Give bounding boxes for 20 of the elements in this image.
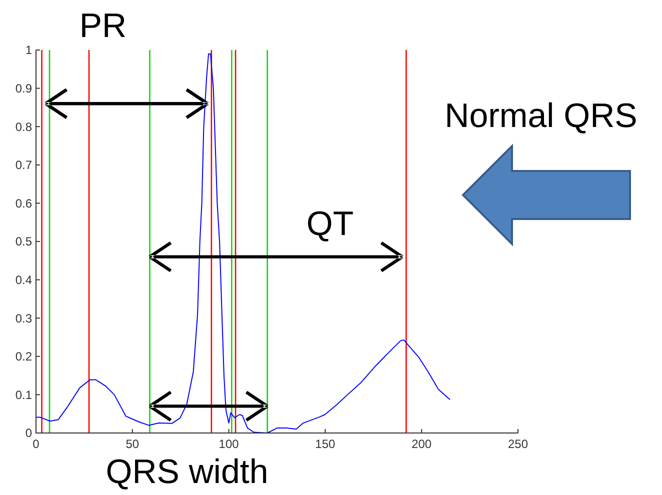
y-tick-label: 0 <box>25 426 32 440</box>
x-tick-label: 100 <box>218 437 240 451</box>
text: PR <box>79 7 127 45</box>
x-tick-label: 150 <box>315 437 336 451</box>
y-tick-label: 0.3 <box>15 311 32 326</box>
y-tick-label: 0.9 <box>15 82 32 96</box>
y-tick-label: 0.6 <box>15 196 32 210</box>
x-tick-label: 50 <box>126 437 140 451</box>
y-tick-label: 0.4 <box>15 273 32 287</box>
y-tick-label: 0.5 <box>15 234 32 249</box>
y-tick-label: 0.8 <box>15 120 32 134</box>
y-tick-label: 1 <box>25 43 32 58</box>
x-tick-label: 250 <box>508 437 528 451</box>
annotation: QT <box>306 205 354 243</box>
text: QRS width <box>106 453 268 491</box>
x-tick-label: 200 <box>412 437 432 451</box>
y-tick-label: 0.7 <box>15 158 32 172</box>
y-tick-label: 0.2 <box>15 350 32 364</box>
annotation: Normal QRS <box>444 97 638 135</box>
y-tick-label: 0.1 <box>15 388 32 402</box>
